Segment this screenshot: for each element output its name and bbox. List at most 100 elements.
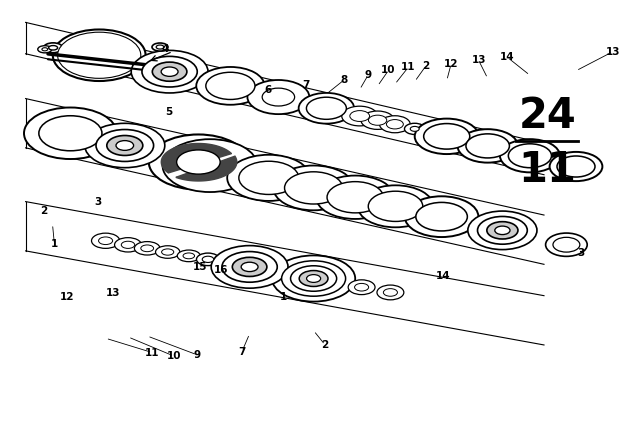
Ellipse shape (99, 237, 113, 245)
Ellipse shape (415, 119, 479, 154)
Ellipse shape (183, 253, 195, 259)
Text: 9: 9 (364, 70, 372, 80)
Text: 13: 13 (606, 47, 620, 56)
Ellipse shape (107, 135, 143, 155)
Ellipse shape (500, 139, 560, 172)
Text: 11: 11 (518, 149, 576, 191)
Text: 10: 10 (381, 65, 396, 75)
Text: 10: 10 (167, 351, 181, 361)
Ellipse shape (383, 289, 397, 296)
Ellipse shape (161, 249, 174, 255)
Text: 8: 8 (340, 75, 348, 85)
Ellipse shape (299, 93, 354, 124)
Text: 1: 1 (51, 239, 58, 249)
Polygon shape (176, 156, 237, 181)
Ellipse shape (468, 211, 537, 250)
Ellipse shape (307, 275, 321, 282)
Ellipse shape (369, 115, 387, 125)
Ellipse shape (285, 172, 342, 204)
Ellipse shape (248, 80, 309, 114)
Ellipse shape (495, 226, 510, 235)
Ellipse shape (196, 253, 220, 266)
Ellipse shape (152, 62, 187, 81)
Ellipse shape (156, 45, 164, 49)
Text: 14: 14 (500, 52, 514, 62)
Text: 12: 12 (444, 59, 458, 69)
Ellipse shape (161, 67, 178, 76)
Ellipse shape (202, 256, 214, 263)
Ellipse shape (348, 280, 375, 295)
Ellipse shape (44, 43, 63, 53)
Ellipse shape (458, 129, 518, 163)
Text: 7: 7 (302, 80, 310, 90)
Ellipse shape (92, 233, 120, 248)
Text: 6: 6 (264, 85, 271, 95)
Ellipse shape (291, 266, 337, 291)
Ellipse shape (149, 134, 248, 190)
Ellipse shape (272, 255, 355, 302)
Text: 5: 5 (164, 107, 172, 117)
Ellipse shape (163, 139, 257, 192)
Ellipse shape (387, 120, 403, 129)
Ellipse shape (141, 245, 154, 252)
Ellipse shape (377, 285, 404, 300)
Ellipse shape (355, 284, 369, 291)
Ellipse shape (53, 30, 146, 81)
Ellipse shape (380, 116, 410, 133)
Ellipse shape (327, 181, 383, 213)
Text: 3: 3 (94, 198, 102, 207)
Ellipse shape (262, 88, 294, 106)
Ellipse shape (177, 150, 220, 174)
Text: 2: 2 (40, 206, 47, 215)
Ellipse shape (58, 32, 141, 78)
Ellipse shape (42, 48, 48, 51)
Text: 14: 14 (436, 271, 450, 280)
Ellipse shape (85, 123, 165, 168)
Ellipse shape (424, 124, 470, 149)
Ellipse shape (142, 56, 197, 87)
Ellipse shape (39, 116, 102, 151)
Text: 3: 3 (577, 248, 585, 258)
Ellipse shape (477, 216, 527, 244)
Text: 13: 13 (106, 289, 120, 298)
Ellipse shape (222, 252, 277, 282)
Text: 9: 9 (193, 350, 201, 360)
Text: 2: 2 (422, 61, 429, 71)
Ellipse shape (342, 106, 378, 126)
Ellipse shape (368, 191, 423, 221)
Ellipse shape (358, 185, 433, 227)
Text: 11: 11 (145, 348, 159, 358)
Ellipse shape (550, 152, 602, 181)
Ellipse shape (553, 237, 580, 252)
Ellipse shape (300, 271, 328, 286)
Ellipse shape (307, 97, 346, 119)
Ellipse shape (156, 246, 180, 258)
Ellipse shape (96, 129, 154, 161)
Ellipse shape (211, 246, 288, 288)
Ellipse shape (24, 108, 117, 159)
Ellipse shape (508, 144, 552, 168)
Ellipse shape (416, 202, 467, 231)
Ellipse shape (557, 156, 595, 177)
Text: 7: 7 (238, 347, 246, 357)
Ellipse shape (239, 161, 299, 194)
Ellipse shape (206, 72, 255, 99)
Ellipse shape (122, 241, 135, 248)
Ellipse shape (131, 51, 208, 93)
Ellipse shape (410, 126, 419, 131)
Ellipse shape (545, 233, 588, 256)
Ellipse shape (316, 176, 394, 219)
Text: 2: 2 (321, 340, 329, 350)
Ellipse shape (404, 123, 425, 134)
Ellipse shape (152, 43, 168, 51)
Ellipse shape (487, 222, 518, 239)
Ellipse shape (232, 257, 267, 276)
Text: 15: 15 (193, 262, 207, 271)
Text: 1: 1 (280, 292, 287, 302)
Ellipse shape (134, 241, 160, 255)
Ellipse shape (273, 165, 354, 210)
Ellipse shape (350, 111, 369, 121)
Ellipse shape (116, 141, 134, 151)
Ellipse shape (404, 196, 479, 237)
Ellipse shape (282, 261, 346, 296)
